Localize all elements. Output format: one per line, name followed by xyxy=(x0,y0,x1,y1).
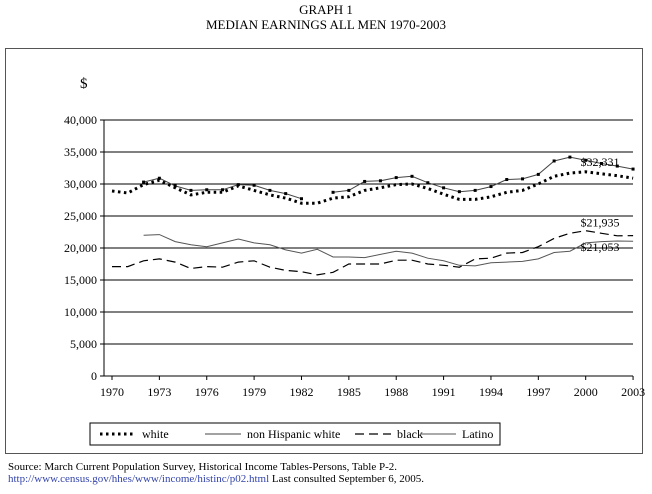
x-tick-label: 1991 xyxy=(432,385,456,399)
y-tick-label: 5,000 xyxy=(70,337,97,351)
data-point xyxy=(221,188,225,192)
x-tick-label: 1976 xyxy=(195,385,219,399)
data-point xyxy=(521,177,525,181)
data-point xyxy=(284,192,288,196)
series-line-latino xyxy=(143,234,634,267)
x-tick-label: 1982 xyxy=(289,385,313,399)
data-point xyxy=(347,188,351,192)
data-point xyxy=(189,188,193,192)
series-line-non-hispanic-white xyxy=(143,156,634,200)
data-point xyxy=(426,181,430,185)
legend-label: non Hispanic white xyxy=(247,427,340,441)
data-point xyxy=(205,188,209,192)
y-axis-label: $ xyxy=(80,76,88,92)
data-point xyxy=(142,180,146,184)
x-tick-label: 1970 xyxy=(100,385,124,399)
data-point xyxy=(505,178,509,182)
data-point xyxy=(442,186,446,190)
legend-label: black xyxy=(397,427,423,441)
data-point xyxy=(173,184,177,188)
data-point xyxy=(236,183,240,187)
data-point xyxy=(157,176,161,180)
data-label: $21,935 xyxy=(581,215,620,229)
source-link[interactable]: http://www.census.gov/hhes/www/income/hi… xyxy=(8,473,270,485)
source-text: Source: March Current Population Survey,… xyxy=(8,461,397,473)
data-point xyxy=(299,197,303,201)
legend-box xyxy=(89,422,501,446)
data-point xyxy=(394,176,398,180)
x-tick-label: 1988 xyxy=(384,385,408,399)
y-tick-label: 25,000 xyxy=(64,209,97,223)
x-tick-label: 1985 xyxy=(337,385,361,399)
data-point xyxy=(631,167,635,171)
y-tick-label: 20,000 xyxy=(64,241,97,255)
data-label: $32,331 xyxy=(581,155,620,169)
series-line-white xyxy=(111,170,634,205)
x-tick-label: 1973 xyxy=(147,385,171,399)
x-tick-label: 2000 xyxy=(574,385,598,399)
data-point xyxy=(268,188,272,192)
data-point xyxy=(489,185,493,189)
x-tick-label: 1979 xyxy=(242,385,266,399)
legend-label: Latino xyxy=(462,427,493,441)
source-note: Source: March Current Population Survey,… xyxy=(8,461,648,485)
data-point xyxy=(615,164,619,168)
data-point xyxy=(536,172,540,176)
data-point xyxy=(363,179,367,183)
y-tick-label: 40,000 xyxy=(64,113,97,127)
y-tick-label: 10,000 xyxy=(64,305,97,319)
y-tick-label: 0 xyxy=(91,369,97,383)
series-line-black xyxy=(112,230,634,276)
y-tick-label: 30,000 xyxy=(64,177,97,191)
x-tick-label: 1994 xyxy=(479,385,503,399)
data-point xyxy=(410,174,414,178)
data-point xyxy=(252,183,256,187)
data-point xyxy=(378,179,382,183)
data-point xyxy=(584,158,588,162)
x-tick-label: 2003 xyxy=(621,385,645,399)
legend-label: white xyxy=(142,427,169,441)
data-point xyxy=(552,159,556,163)
graph-number: GRAPH 1 xyxy=(299,2,353,17)
data-point xyxy=(599,162,603,166)
x-tick-label: 1997 xyxy=(526,385,550,399)
data-point xyxy=(331,190,335,194)
data-point xyxy=(457,190,461,194)
y-tick-label: 15,000 xyxy=(64,273,97,287)
source-date: Last consulted September 6, 2005. xyxy=(269,473,425,485)
chart-frame xyxy=(5,48,643,454)
y-tick-label: 35,000 xyxy=(64,145,97,159)
data-point xyxy=(568,155,572,159)
chart-title: MEDIAN EARNINGS ALL MEN 1970-2003 xyxy=(205,17,446,32)
data-point xyxy=(473,188,477,192)
data-label: $21,053 xyxy=(581,240,620,254)
